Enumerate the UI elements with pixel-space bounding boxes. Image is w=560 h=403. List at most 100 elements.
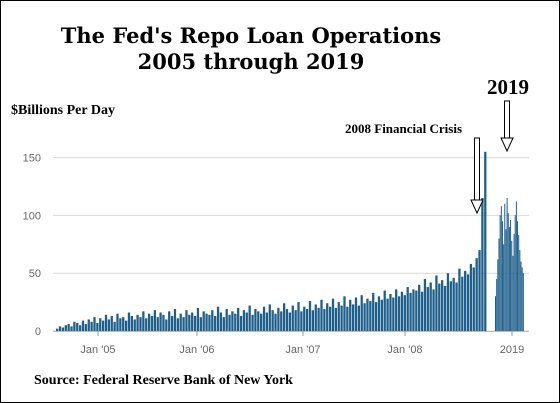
bar [314, 304, 317, 331]
bar [412, 289, 415, 332]
x-ticks: Jan '05 Jan '06 Jan '07 Jan '08 2019 [53, 331, 529, 356]
bar [380, 299, 383, 331]
bar [127, 312, 131, 331]
bar [153, 310, 156, 331]
bar [374, 302, 378, 331]
bar [303, 306, 306, 331]
bar [403, 295, 406, 331]
bar [139, 317, 142, 332]
bar [271, 310, 274, 331]
bar [61, 327, 65, 331]
bar [216, 306, 220, 331]
bar [435, 275, 438, 331]
bar [87, 319, 90, 331]
bar [395, 289, 398, 332]
bar [366, 298, 369, 332]
bar [432, 289, 435, 332]
bar [56, 328, 59, 331]
bar [520, 261, 522, 332]
bar [508, 226, 510, 331]
bar [165, 319, 168, 331]
bar [67, 324, 70, 331]
bar [340, 305, 343, 331]
bar [173, 309, 177, 331]
bar [337, 302, 340, 331]
bar [265, 312, 269, 331]
bar [214, 315, 217, 331]
bar [507, 213, 509, 331]
bar [389, 294, 392, 331]
bar [334, 307, 338, 332]
bar [441, 280, 444, 332]
bar [81, 320, 85, 331]
annotation-2008-financial-crisis: 2008 Financial Crisis [345, 121, 463, 136]
bar [308, 300, 312, 331]
bar [311, 310, 315, 331]
bar [495, 296, 496, 331]
bar [257, 311, 260, 331]
bar [237, 307, 240, 332]
bar [522, 273, 524, 331]
bar [193, 315, 197, 331]
bar [147, 313, 151, 331]
bar [76, 322, 79, 331]
bar [231, 311, 234, 331]
bar [288, 312, 292, 331]
bar [363, 303, 366, 331]
y-ticks: 0 50 100 150 [23, 153, 41, 338]
bar [505, 229, 507, 331]
y-axis-label: $Billions Per Day [11, 103, 115, 118]
bar [90, 321, 93, 331]
bar [372, 292, 375, 331]
bar [260, 313, 263, 331]
bar [369, 300, 372, 331]
bar [512, 255, 514, 331]
bar [176, 318, 179, 331]
bar [228, 314, 231, 331]
bar [300, 311, 303, 331]
x-tick-label: Jan '06 [179, 344, 214, 356]
bar [418, 284, 421, 331]
bar [511, 240, 513, 331]
bar [438, 283, 441, 331]
bar [392, 297, 395, 331]
bar [268, 304, 271, 331]
bar [110, 315, 113, 331]
bars [56, 151, 524, 332]
bar [156, 317, 159, 332]
bar [515, 201, 517, 331]
bar [70, 326, 73, 332]
bar [274, 313, 277, 331]
bar [383, 290, 386, 331]
bar [496, 278, 498, 331]
bar [162, 314, 165, 331]
bar [280, 311, 283, 331]
bar [99, 318, 102, 331]
bar [305, 309, 309, 331]
bar [521, 267, 523, 331]
bar [357, 305, 360, 331]
bar [211, 310, 214, 331]
bar [78, 325, 82, 331]
bar [297, 302, 300, 331]
chart-title: The Fed's Repo Loan Operations 2005 thro… [41, 23, 461, 75]
bar [331, 298, 335, 332]
bar [196, 307, 200, 332]
bar [251, 314, 254, 331]
bar [188, 314, 191, 331]
bar [351, 304, 355, 331]
bar [423, 278, 427, 331]
source-note: Source: Federal Reserve Bank of New York [34, 373, 293, 388]
x-tick-label: 2019 [500, 344, 524, 356]
bar [317, 307, 320, 332]
arrow-2019 [500, 100, 514, 153]
chart-title-line1: The Fed's Repo Loan Operations [60, 23, 442, 48]
bar [93, 317, 96, 332]
bar [354, 297, 358, 331]
x-tick-label: Jan '08 [387, 344, 422, 356]
bar [64, 325, 67, 331]
bar [199, 317, 202, 332]
bar [472, 267, 475, 331]
bar [420, 291, 424, 331]
bar [461, 276, 464, 331]
